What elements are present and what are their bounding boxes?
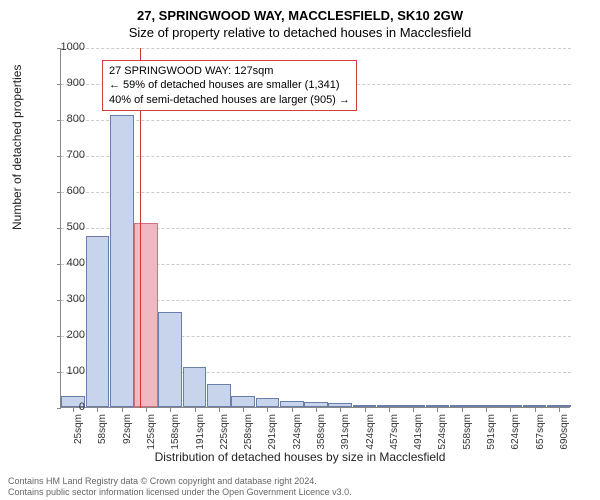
bar xyxy=(304,402,328,407)
bar xyxy=(377,405,401,407)
bar xyxy=(110,115,134,407)
xtick-label: 558sqm xyxy=(462,414,473,454)
xtick-label: 624sqm xyxy=(510,414,521,454)
footer-attribution: Contains HM Land Registry data © Crown c… xyxy=(8,476,352,498)
bar xyxy=(523,405,547,407)
xtick-mark xyxy=(413,408,414,412)
xtick-label: 358sqm xyxy=(316,414,327,454)
gridline xyxy=(61,48,571,49)
bar xyxy=(426,405,450,407)
ytick-label: 200 xyxy=(45,329,85,341)
xtick-mark xyxy=(437,408,438,412)
xtick-mark xyxy=(340,408,341,412)
xtick-label: 591sqm xyxy=(486,414,497,454)
annotation-line1: 27 SPRINGWOOD WAY: 127sqm xyxy=(109,64,350,78)
xtick-label: 225sqm xyxy=(219,414,230,454)
ytick-label: 900 xyxy=(45,77,85,89)
footer-line2: Contains public sector information licen… xyxy=(8,487,352,498)
xtick-mark xyxy=(535,408,536,412)
xtick-mark xyxy=(243,408,244,412)
xtick-mark xyxy=(146,408,147,412)
gridline xyxy=(61,120,571,121)
annotation-box: 27 SPRINGWOOD WAY: 127sqm ← 59% of detac… xyxy=(102,60,357,111)
xtick-mark xyxy=(267,408,268,412)
xtick-label: 25sqm xyxy=(73,414,84,454)
bar xyxy=(450,405,474,407)
bar xyxy=(547,405,571,407)
xtick-label: 491sqm xyxy=(413,414,424,454)
bar xyxy=(256,398,280,407)
xtick-mark xyxy=(97,408,98,412)
bar xyxy=(401,405,425,407)
ytick-label: 800 xyxy=(45,113,85,125)
annotation-line2: ← 59% of detached houses are smaller (1,… xyxy=(109,78,350,92)
ytick-label: 500 xyxy=(45,221,85,233)
xtick-mark xyxy=(486,408,487,412)
xtick-mark xyxy=(170,408,171,412)
bar xyxy=(158,312,182,407)
footer-line1: Contains HM Land Registry data © Crown c… xyxy=(8,476,352,487)
bar xyxy=(474,405,498,407)
bar xyxy=(498,405,522,407)
ytick-label: 300 xyxy=(45,293,85,305)
xtick-label: 125sqm xyxy=(146,414,157,454)
ytick-label: 600 xyxy=(45,185,85,197)
bar xyxy=(353,405,377,407)
xtick-label: 324sqm xyxy=(292,414,303,454)
xtick-label: 524sqm xyxy=(437,414,448,454)
ytick-label: 400 xyxy=(45,257,85,269)
xtick-label: 258sqm xyxy=(243,414,254,454)
xtick-label: 158sqm xyxy=(170,414,181,454)
xtick-mark xyxy=(559,408,560,412)
chart-container: 27, SPRINGWOOD WAY, MACCLESFIELD, SK10 2… xyxy=(0,0,600,500)
xtick-label: 191sqm xyxy=(195,414,206,454)
bar xyxy=(231,396,255,407)
xtick-label: 92sqm xyxy=(122,414,133,454)
xtick-label: 58sqm xyxy=(97,414,108,454)
chart-title-main: 27, SPRINGWOOD WAY, MACCLESFIELD, SK10 2… xyxy=(0,0,600,23)
xtick-label: 424sqm xyxy=(365,414,376,454)
xtick-mark xyxy=(195,408,196,412)
ytick-label: 1000 xyxy=(45,41,85,53)
xtick-label: 391sqm xyxy=(340,414,351,454)
xtick-mark xyxy=(316,408,317,412)
bar xyxy=(280,401,304,407)
gridline xyxy=(61,192,571,193)
xtick-label: 457sqm xyxy=(389,414,400,454)
xtick-mark xyxy=(292,408,293,412)
xtick-label: 690sqm xyxy=(559,414,570,454)
y-axis-label: Number of detached properties xyxy=(10,65,24,230)
chart-title-sub: Size of property relative to detached ho… xyxy=(0,23,600,40)
x-axis-label: Distribution of detached houses by size … xyxy=(0,450,600,464)
gridline xyxy=(61,156,571,157)
chart-area: 25sqm58sqm92sqm125sqm158sqm191sqm225sqm2… xyxy=(60,48,570,408)
bar xyxy=(328,403,352,407)
xtick-label: 291sqm xyxy=(267,414,278,454)
xtick-mark xyxy=(462,408,463,412)
bar xyxy=(207,384,231,407)
bar xyxy=(86,236,110,407)
xtick-mark xyxy=(510,408,511,412)
annotation-line3: 40% of semi-detached houses are larger (… xyxy=(109,93,350,107)
xtick-mark xyxy=(389,408,390,412)
bar-highlight xyxy=(134,223,158,407)
xtick-mark xyxy=(365,408,366,412)
xtick-label: 657sqm xyxy=(535,414,546,454)
bar xyxy=(183,367,207,407)
xtick-mark xyxy=(219,408,220,412)
xtick-mark xyxy=(122,408,123,412)
ytick-label: 700 xyxy=(45,149,85,161)
ytick-label: 100 xyxy=(45,365,85,377)
ytick-label: 0 xyxy=(45,401,85,413)
